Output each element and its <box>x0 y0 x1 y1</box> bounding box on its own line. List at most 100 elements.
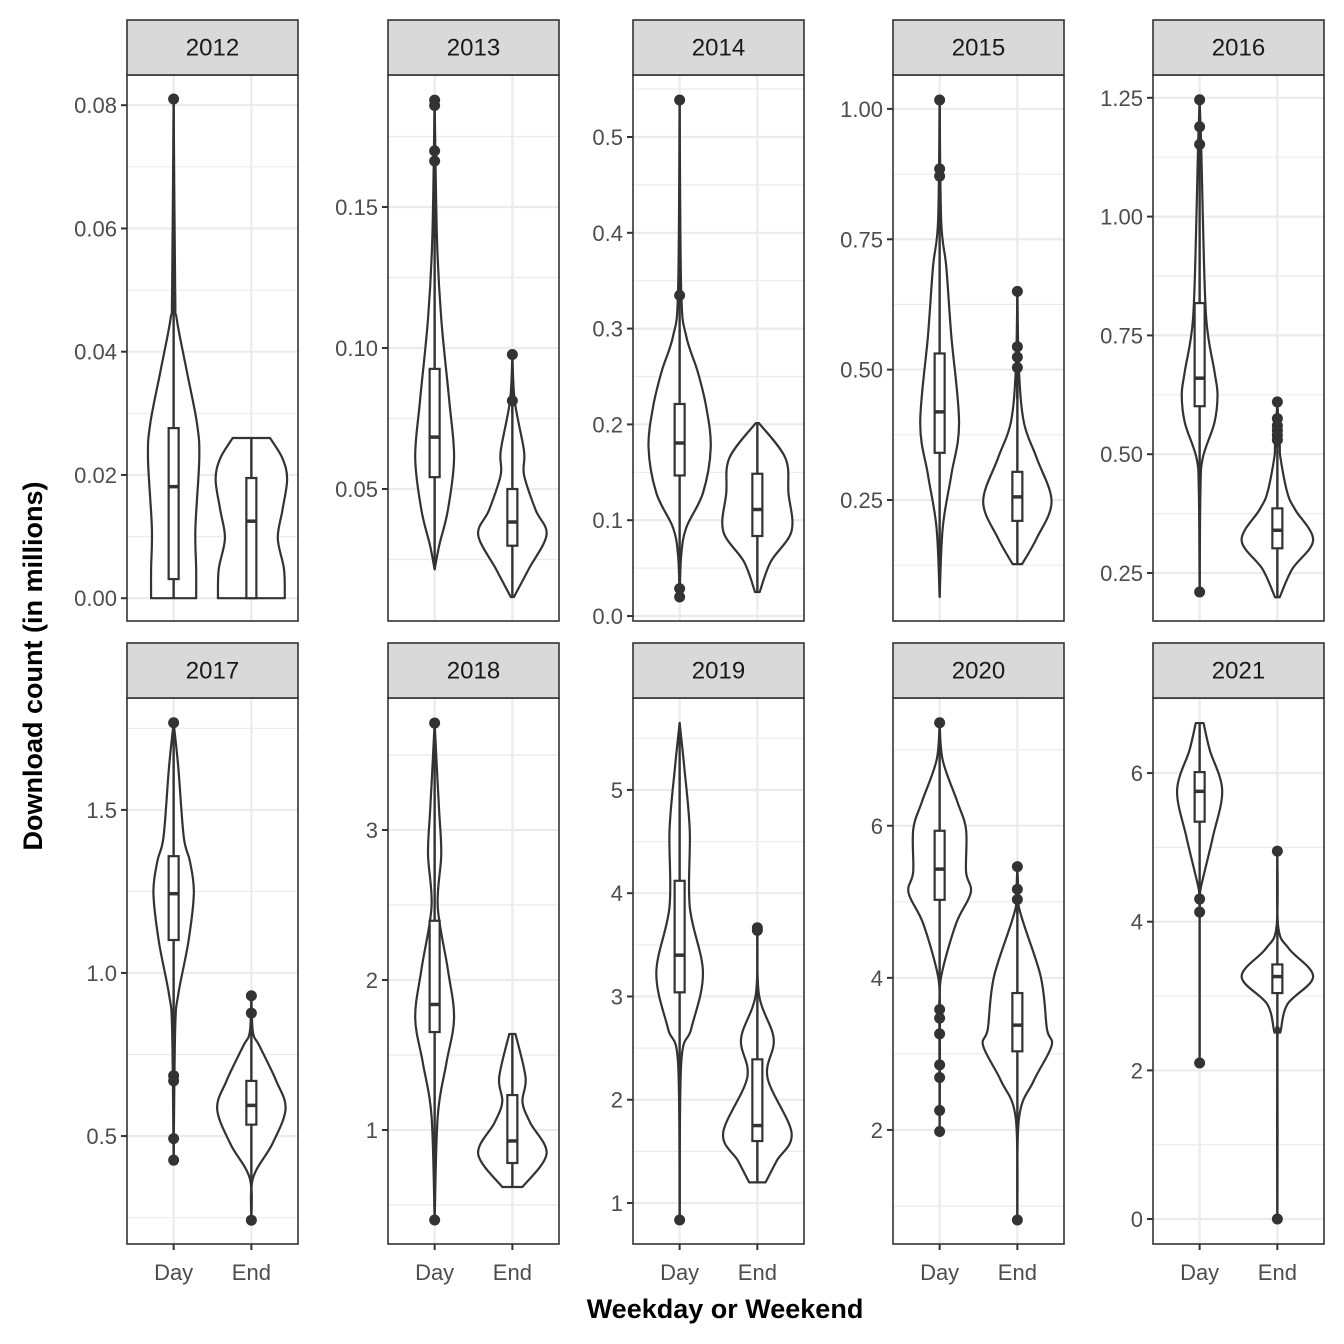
facet-strip-label: 2016 <box>1212 35 1265 62</box>
y-tick-label: 2 <box>366 968 378 993</box>
facet-strip <box>387 19 560 76</box>
y-tick-label: 2 <box>611 1088 623 1113</box>
y-tick-label: 0.4 <box>592 221 623 246</box>
facet-strip <box>892 19 1065 76</box>
box-iqr <box>428 367 441 479</box>
x-tick-label: Day <box>920 1260 959 1285</box>
y-tick-label: 1.00 <box>840 97 883 122</box>
y-tick-label: 6 <box>1131 761 1143 786</box>
box-iqr <box>673 879 686 994</box>
facet-panel-2015: 2015 0.25 0.50 0.75 1.00 <box>840 19 1065 622</box>
x-tick-label: Day <box>415 1260 454 1285</box>
box-iqr <box>673 402 686 477</box>
y-tick-label: 0.5 <box>592 125 623 150</box>
facet-strip-label: 2021 <box>1212 658 1265 685</box>
box-iqr <box>506 487 519 547</box>
box-iqr <box>751 472 764 538</box>
facet-panel-2017: 2017 0.5 1.0 1.5 Day End <box>86 642 299 1285</box>
outlier-point <box>934 717 946 729</box>
facet-panel-2012: 2012 0.00 0.02 0.04 0.06 0.08 <box>74 19 299 622</box>
y-tick-label: 0.0 <box>592 604 623 629</box>
box-iqr <box>428 919 441 1034</box>
y-tick-label: 0.00 <box>74 586 117 611</box>
outlier-point <box>1194 94 1206 106</box>
facet-strip <box>126 642 299 699</box>
y-tick-label: 0.08 <box>74 93 117 118</box>
y-tick-label: 0.10 <box>335 336 378 361</box>
facet-panel-2019: 2019 1 2 3 4 5 Day End <box>611 642 805 1285</box>
outlier-point <box>168 93 180 105</box>
panel-background <box>127 698 298 1244</box>
facet-strip-label: 2015 <box>952 35 1005 62</box>
box-iqr <box>1193 301 1206 408</box>
box-iqr <box>245 1079 258 1126</box>
y-tick-label: 0.15 <box>335 195 378 220</box>
y-tick-label: 0.05 <box>335 477 378 502</box>
facet-panel-2020: 2020 2 4 6 Day End <box>871 642 1065 1285</box>
outlier-point <box>674 289 686 301</box>
facet-strip <box>387 642 560 699</box>
y-tick-label: 0.1 <box>592 508 623 533</box>
facet-strip <box>1152 19 1325 76</box>
outlier-point <box>429 155 441 167</box>
box-iqr <box>933 829 946 901</box>
outlier-point <box>1194 1057 1206 1069</box>
box-iqr <box>245 476 258 600</box>
y-tick-label: 0.02 <box>74 463 117 488</box>
outlier-point <box>1011 861 1023 873</box>
y-tick-label: 4 <box>611 881 623 906</box>
outlier-point <box>1011 883 1023 895</box>
box-iqr <box>167 427 180 581</box>
outlier-point <box>934 94 946 106</box>
facet-strip-label: 2017 <box>186 658 239 685</box>
facet-strip-label: 2019 <box>692 658 745 685</box>
outlier-point <box>429 145 441 157</box>
outlier-point <box>751 924 763 936</box>
facet-strip-label: 2014 <box>692 35 745 62</box>
facet-strip-label: 2013 <box>447 35 500 62</box>
x-tick-label: End <box>232 1260 271 1285</box>
y-tick-label: 0.25 <box>840 488 883 513</box>
outlier-point <box>1271 434 1283 446</box>
facet-panel-2021: 2021 0 2 4 6 Day End <box>1131 642 1325 1285</box>
y-tick-label: 0.25 <box>1100 561 1143 586</box>
x-tick-label: Day <box>1180 1260 1219 1285</box>
box-iqr <box>1271 963 1284 995</box>
y-axis-title: Download count (in millions) <box>18 482 48 851</box>
y-tick-label: 1.00 <box>1100 205 1143 230</box>
facet-strip-label: 2020 <box>952 658 1005 685</box>
y-tick-label: 2 <box>1131 1058 1143 1083</box>
y-tick-label: 2 <box>871 1118 883 1143</box>
outlier-point <box>429 99 441 111</box>
box-iqr <box>506 1093 519 1165</box>
outlier-point <box>1011 1214 1023 1226</box>
box-iqr <box>751 1058 764 1143</box>
y-tick-label: 0.75 <box>840 227 883 252</box>
box-iqr <box>933 352 946 454</box>
y-tick-label: 0.3 <box>592 317 623 342</box>
outlier-point <box>1194 138 1206 150</box>
outlier-point <box>1271 845 1283 857</box>
y-tick-label: 0.06 <box>74 216 117 241</box>
y-tick-label: 5 <box>611 778 623 803</box>
outlier-point <box>674 591 686 603</box>
facet-strip <box>1152 642 1325 699</box>
box-iqr <box>1011 991 1024 1053</box>
outlier-point <box>1011 362 1023 374</box>
outlier-point <box>934 170 946 182</box>
outlier-point <box>245 990 257 1002</box>
outlier-point <box>506 348 518 360</box>
y-tick-label: 3 <box>611 984 623 1009</box>
box-iqr <box>1193 771 1206 823</box>
outlier-point <box>429 717 441 729</box>
y-tick-label: 6 <box>871 814 883 839</box>
y-tick-label: 4 <box>1131 910 1143 935</box>
facet-panel-2014: 2014 0.0 0.1 0.2 0.3 0.4 0.5 <box>592 19 805 629</box>
x-tick-label: End <box>998 1260 1037 1285</box>
x-tick-label: End <box>1258 1260 1297 1285</box>
facet-strip <box>632 642 805 699</box>
y-tick-label: 0.75 <box>1100 323 1143 348</box>
x-tick-label: Day <box>660 1260 699 1285</box>
outlier-point <box>674 94 686 106</box>
